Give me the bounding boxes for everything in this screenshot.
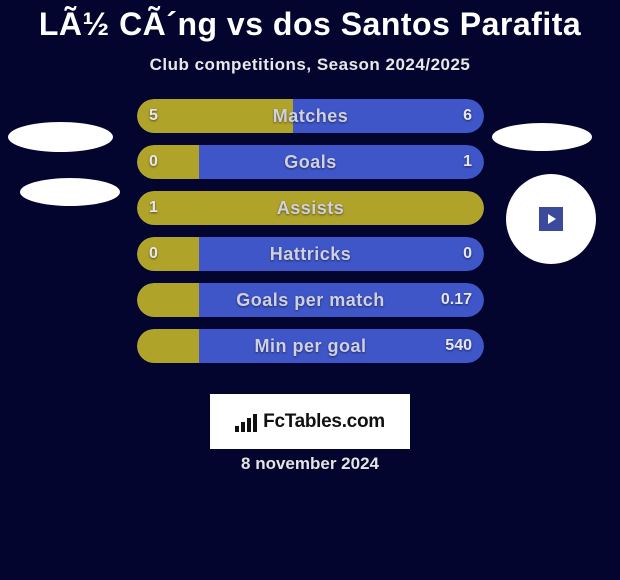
stat-row-right-value: 540 <box>445 329 472 363</box>
stat-row: Min per goal540 <box>137 329 484 363</box>
stat-row-left-value: 0 <box>149 145 158 179</box>
stat-row-label: Hattricks <box>137 237 484 271</box>
stat-row-right-value: 1 <box>463 145 472 179</box>
stat-row: Goals per match0.17 <box>137 283 484 317</box>
page-title: LÃ½ CÃ´ng vs dos Santos Parafita <box>0 0 620 43</box>
comparison-bars: Matches56Goals01Assists1Hattricks00Goals… <box>137 99 484 363</box>
stat-row-label: Matches <box>137 99 484 133</box>
play-icon <box>539 207 563 231</box>
brand-text: FcTables.com <box>263 411 385 433</box>
play-button[interactable] <box>506 174 596 264</box>
stat-row-left-value: 5 <box>149 99 158 133</box>
stat-row-label: Goals <box>137 145 484 179</box>
avatar-ellipse <box>8 122 113 152</box>
stat-row-left-value: 1 <box>149 191 158 225</box>
stat-row: Matches5 6 <box>137 99 484 133</box>
stat-row-right-value: 6 <box>463 99 472 133</box>
stat-row: Hattricks0 0 <box>137 237 484 271</box>
stat-row-right-value: 0 <box>463 237 472 271</box>
page-subtitle: Club competitions, Season 2024/2025 <box>0 55 620 75</box>
brand-bars-icon <box>235 412 257 432</box>
stat-row-label: Min per goal <box>137 329 484 363</box>
avatar-ellipse <box>20 178 120 206</box>
stat-row: Assists1 <box>137 191 484 225</box>
footer-date: 8 november 2024 <box>0 454 620 474</box>
avatar-ellipse <box>492 123 592 151</box>
stat-row-label: Assists <box>137 191 484 225</box>
stat-row-right-value: 0.17 <box>441 283 472 317</box>
stat-row: Goals0 1 <box>137 145 484 179</box>
brand-badge[interactable]: FcTables.com <box>210 394 410 449</box>
stat-row-left-value: 0 <box>149 237 158 271</box>
stat-row-label: Goals per match <box>137 283 484 317</box>
